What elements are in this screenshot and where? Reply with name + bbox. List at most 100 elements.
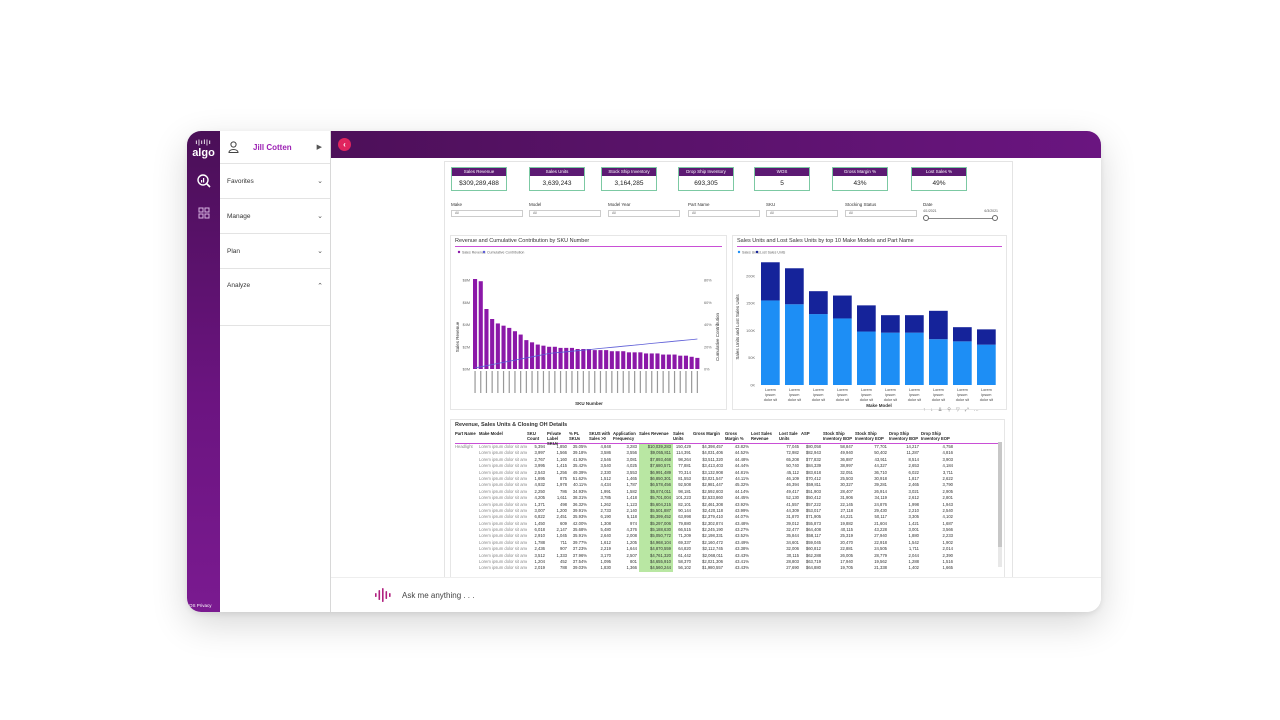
table-row[interactable]: Lorem ipsum dolor sit amet 3,997 1,566 39.1… [455, 450, 1000, 457]
table-cell: 1,418 [626, 495, 637, 501]
pareto-bar [592, 350, 597, 369]
more-options-icon[interactable]: … [973, 407, 984, 413]
visual-toolbar[interactable]: ↑↓⇊⚲▽⤢… [923, 407, 984, 413]
table-cell: 5,394 [534, 444, 545, 449]
table-row[interactable]: Lorem ipsum dolor sit amet 2,543 1,256 49.3… [455, 469, 1000, 476]
table-row[interactable]: Lorem ipsum dolor sit amet 1,450 609 42.00%… [455, 520, 1000, 528]
table-column-header[interactable]: Sales Revenue [639, 431, 669, 436]
table-row[interactable]: Headlight Lorem ipsum dolor sit amet 5,394… [455, 444, 1000, 451]
table-column-header[interactable]: Stock Ship Inventory BOP [823, 431, 853, 441]
table-row[interactable]: Lorem ipsum dolor sit amet 2,250 786 34.93%… [455, 488, 1000, 496]
filter-stocking-status[interactable]: Stocking Status All [845, 202, 917, 217]
grid-apps-icon[interactable] [196, 205, 212, 221]
voice-waveform-icon[interactable] [374, 588, 394, 602]
table-row[interactable]: Lorem ipsum dolor sit amet 1,204 452 37.54%… [455, 559, 1000, 566]
table-column-header[interactable]: Drop Ship Inventory BOP [889, 431, 919, 441]
table-column-header[interactable]: Make Model [479, 431, 503, 436]
table-column-header[interactable]: Sales Units [673, 431, 684, 441]
table-column-header[interactable]: Lost Sales Revenue [751, 431, 772, 441]
filter-dropdown[interactable]: All [529, 210, 601, 217]
hierarchy-icon[interactable]: ⚲ [947, 407, 956, 413]
table-column-header[interactable]: % PL SKUs [569, 431, 581, 441]
table-row[interactable]: Lorem ipsum dolor sit amet 1,371 498 36.32%… [455, 501, 1000, 508]
drill-up-icon[interactable]: ↑ [923, 407, 931, 413]
filter-part-name[interactable]: Part Name All [688, 202, 760, 217]
table-cell: $64,880 [805, 565, 821, 571]
table-cell: 5,118 [626, 514, 637, 520]
table-row[interactable]: Lorem ipsum dolor sit amet 3,007 1,200 39.9… [455, 507, 1000, 515]
filter-model[interactable]: Model All [529, 202, 601, 217]
footer-links[interactable]: OS Privacy [189, 603, 212, 608]
ask-input-placeholder[interactable]: Ask me anything . . . [402, 590, 475, 600]
date-slider-end-handle[interactable] [992, 215, 998, 221]
table-column-header[interactable]: Stock Ship Inventory EOP [855, 431, 884, 441]
table-row[interactable]: Lorem ipsum dolor sit amet 3,995 1,415 35.4… [455, 463, 1000, 470]
chevron-right-icon[interactable]: ▶ [316, 144, 322, 151]
date-filter[interactable]: Date 4/1/2021 6/3/2021 [923, 202, 998, 223]
insights-icon[interactable] [196, 173, 212, 189]
drill-down-icon[interactable]: ↓ [930, 407, 938, 413]
table-row[interactable]: Lorem ipsum dolor sit amet 1,695 875 51.62%… [455, 475, 1000, 483]
filter-icon[interactable]: ▽ [955, 407, 965, 413]
table-cell: 27,690 [786, 565, 799, 571]
table-cell: Lorem ipsum dolor sit amet [479, 501, 527, 507]
table-column-header[interactable]: Drop Ship Inventory EOP [921, 431, 950, 441]
back-button[interactable]: ‹ [338, 138, 351, 151]
focus-mode-icon[interactable]: ⤢ [964, 407, 974, 413]
table-cell: $70,412 [805, 475, 821, 481]
table-cell: $51,903 [805, 488, 821, 494]
table-column-header[interactable]: Gross Margin % [725, 431, 744, 441]
user-name: Jill Cotten [253, 142, 292, 152]
table-row[interactable]: Lorem ipsum dolor sit amet 6,822 2,451 35.9… [455, 514, 1000, 521]
table-column-header[interactable]: Lost Sale Units [779, 431, 798, 441]
table-column-header[interactable]: SKU Count [527, 431, 540, 441]
table-column-header[interactable]: Application Frequency [613, 431, 636, 441]
filter-dropdown[interactable]: All [608, 210, 680, 217]
table-cell: $84,339 [805, 463, 821, 469]
date-slider-track[interactable] [923, 215, 998, 223]
table-body[interactable]: Headlight Lorem ipsum dolor sit amet 5,394… [451, 444, 1004, 572]
table-row[interactable]: Lorem ipsum dolor sit amet 2,019 788 39.03%… [455, 565, 1000, 572]
table-scrollbar[interactable] [998, 442, 1002, 567]
table-cell: 34,601 [786, 539, 799, 545]
table-row[interactable]: Lorem ipsum dolor sit amet 2,436 907 37.23%… [455, 546, 1000, 553]
table-row[interactable]: Lorem ipsum dolor sit amet 2,767 1,160 41.9… [455, 456, 1000, 464]
filter-dropdown[interactable]: All [845, 210, 917, 217]
table-row[interactable]: Lorem ipsum dolor sit amet 4,932 1,978 40.1… [455, 482, 1000, 489]
expand-icon[interactable]: ⇊ [938, 407, 948, 413]
table-column-header[interactable]: Part Name [455, 431, 476, 436]
table-column-header[interactable]: SKUS with Sales >0 [589, 431, 611, 441]
kpi-value: 5 [780, 180, 784, 187]
nav-section-favorites[interactable]: Favorites ⌄ [220, 164, 330, 199]
table-cell: 4,816 [942, 450, 953, 456]
table-cell: 46,109 [786, 475, 799, 481]
table-row[interactable]: Lorem ipsum dolor sit amet 2,910 1,045 35.9… [455, 533, 1000, 540]
lost-sales-units-bar [809, 291, 828, 315]
filter-sku[interactable]: SKU All [766, 202, 838, 217]
nav-section-analyze[interactable]: Analyze ⌃ [220, 269, 330, 326]
pareto-bar [598, 350, 603, 369]
table-row[interactable]: Lorem ipsum dolor sit amet 4,205 1,611 38.3… [455, 495, 1000, 502]
table-row[interactable]: Lorem ipsum dolor sit amet 3,512 1,333 37.9… [455, 552, 1000, 560]
filter-dropdown[interactable]: All [451, 210, 523, 217]
nav-section-manage[interactable]: Manage ⌄ [220, 199, 330, 234]
chevron-down-icon: ⌄ [317, 248, 323, 255]
filter-model-year[interactable]: Model Year All [608, 202, 680, 217]
table-cell: 38,997 [840, 463, 853, 469]
table-scrollbar-thumb[interactable] [998, 442, 1002, 547]
filter-dropdown[interactable]: All [766, 210, 838, 217]
nav-section-plan[interactable]: Plan ⌄ [220, 234, 330, 269]
filter-make[interactable]: Make All [451, 202, 523, 217]
table-column-header[interactable]: ASP [801, 431, 810, 436]
table-column-header[interactable]: Private Label SKUs [547, 431, 561, 446]
filter-dropdown[interactable]: All [688, 210, 760, 217]
table-row[interactable]: Lorem ipsum dolor sit amet 1,788 711 39.77%… [455, 539, 1000, 547]
table-cell: 1,850 [556, 444, 567, 449]
table-row[interactable]: Lorem ipsum dolor sit amet 6,018 2,147 35.6… [455, 527, 1000, 534]
date-slider-start-handle[interactable] [923, 215, 929, 221]
table-cell: 27,940 [874, 533, 887, 539]
table-cell: 34.93% [572, 488, 587, 494]
table-column-header[interactable]: Gross Margin [693, 431, 720, 436]
user-profile-row[interactable]: Jill Cotten ▶ [220, 131, 330, 164]
ask-bar[interactable]: Ask me anything . . . [331, 577, 1101, 612]
